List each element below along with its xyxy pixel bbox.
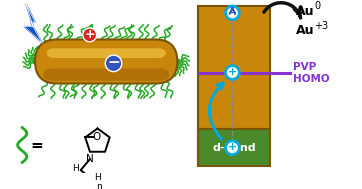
Circle shape xyxy=(226,141,239,155)
Text: O: O xyxy=(92,132,100,142)
Text: PVP: PVP xyxy=(293,62,316,72)
FancyBboxPatch shape xyxy=(42,68,170,81)
Bar xyxy=(198,129,270,166)
Circle shape xyxy=(105,55,122,72)
FancyBboxPatch shape xyxy=(46,48,166,58)
Text: =: = xyxy=(30,138,43,153)
Text: d-band: d-band xyxy=(212,143,256,153)
Text: n: n xyxy=(96,182,102,189)
Text: H: H xyxy=(72,164,79,173)
FancyBboxPatch shape xyxy=(35,40,177,84)
Polygon shape xyxy=(24,4,42,43)
Text: Au: Au xyxy=(296,5,314,18)
Circle shape xyxy=(83,28,97,42)
Text: N: N xyxy=(86,154,94,163)
Text: H: H xyxy=(94,173,101,182)
Text: −: − xyxy=(107,55,120,70)
Circle shape xyxy=(226,66,239,79)
Circle shape xyxy=(226,6,239,20)
Text: −: − xyxy=(228,8,237,18)
Text: +: + xyxy=(228,142,237,152)
Text: +3: +3 xyxy=(314,21,328,31)
Text: Au: Au xyxy=(296,24,314,37)
Text: +: + xyxy=(84,28,95,41)
Bar xyxy=(198,6,270,129)
Text: +: + xyxy=(228,67,237,77)
Text: HOMO: HOMO xyxy=(293,74,329,84)
Text: 0: 0 xyxy=(314,2,320,11)
